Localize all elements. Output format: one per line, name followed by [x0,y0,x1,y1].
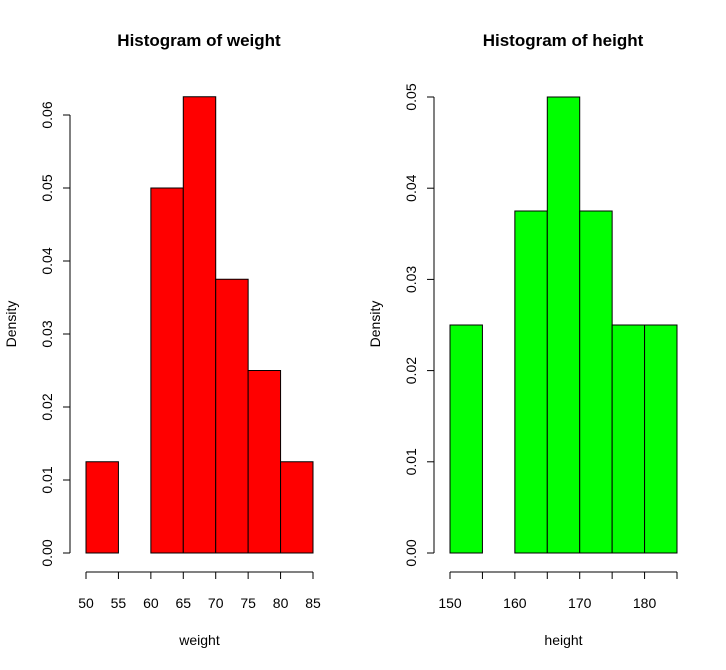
x-tick-label: 180 [633,595,657,611]
x-tick-label: 55 [111,595,127,611]
y-tick-label: 0.04 [39,247,55,274]
y-tick-label: 0.06 [39,101,55,128]
y-tick-label: 0.04 [403,174,419,201]
y-tick-label: 0.05 [403,83,419,110]
histogram-bar [579,210,613,554]
y-tick-label: 0.00 [39,539,55,566]
x-tick-label: 85 [305,595,321,611]
histogram-bar [514,210,548,554]
x-tick-label: 150 [438,595,462,611]
histogram-bar [611,324,646,554]
y-tick-label: 0.01 [403,448,419,475]
y-axis-label: Density [367,301,383,348]
x-tick-label: 80 [273,595,289,611]
histogram-bar [546,96,581,554]
x-axis-label: weight [178,632,220,648]
histogram-bar [215,278,249,554]
x-tick-label: 60 [143,595,159,611]
x-tick-label: 50 [78,595,94,611]
x-tick-label: 65 [175,595,191,611]
y-tick-label: 0.02 [403,357,419,384]
x-tick-label: 75 [240,595,256,611]
chart-title: Histogram of height [483,31,644,50]
y-tick-label: 0.03 [39,320,55,347]
histogram-bar [85,461,119,554]
x-axis-label: height [544,632,582,648]
y-tick-label: 0.01 [39,466,55,493]
histogram-bar [644,324,678,554]
x-tick-label: 70 [208,595,224,611]
x-tick-label: 160 [503,595,527,611]
histogram-bar [449,324,483,554]
y-tick-label: 0.05 [39,174,55,201]
y-axis-label: Density [3,301,19,348]
y-tick-label: 0.03 [403,266,419,293]
x-tick-label: 170 [568,595,592,611]
chart-title: Histogram of weight [117,31,281,50]
histogram-bar [150,187,184,554]
y-tick-label: 0.02 [39,393,55,420]
y-tick-label: 0.00 [403,539,419,566]
histogram-bar [182,96,217,554]
histogram-bar [280,461,314,554]
histogram-bar [247,370,282,554]
